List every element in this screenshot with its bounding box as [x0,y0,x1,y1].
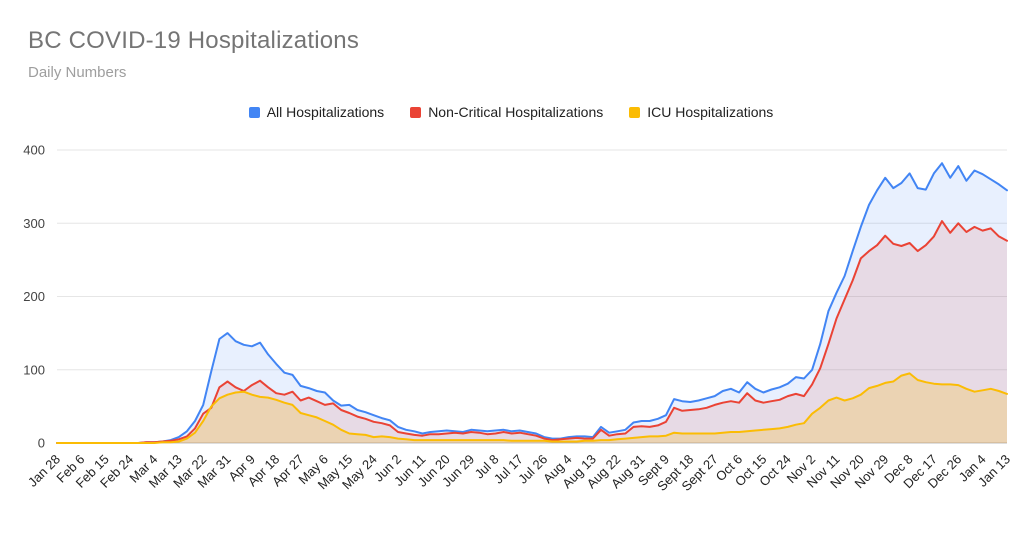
y-axis-label-0: 0 [38,436,45,451]
legend-label-icu: ICU Hospitalizations [647,104,774,120]
y-axis-label-400: 400 [23,143,45,158]
area-noncritical [57,221,1007,443]
legend-swatch-icu-icon [629,106,641,118]
y-axis-label-200: 200 [23,289,45,304]
legend-item-icu: ICU Hospitalizations [629,104,773,120]
area-all [57,163,1007,443]
line-all [56,162,1008,444]
line-noncritical [56,220,1008,444]
legend-item-noncritical: Non-Critical Hospitalizations [410,104,603,120]
legend-label-all: All Hospitalizations [266,104,385,120]
chart-subtitle: Daily Numbers [28,64,127,81]
y-axis-label-100: 100 [23,362,45,377]
legend: All Hospitalizations Non-Critical Hospit… [0,104,1022,120]
area-icu [57,373,1007,443]
line-icu [56,372,1008,444]
y-axis-label-300: 300 [23,216,45,231]
legend-swatch-noncritical-icon [410,106,422,118]
legend-swatch-all-icon [248,106,260,118]
legend-item-all: All Hospitalizations [248,104,385,120]
legend-label-noncritical: Non-Critical Hospitalizations [428,104,604,120]
chart-title: BC COVID-19 Hospitalizations [28,27,360,54]
